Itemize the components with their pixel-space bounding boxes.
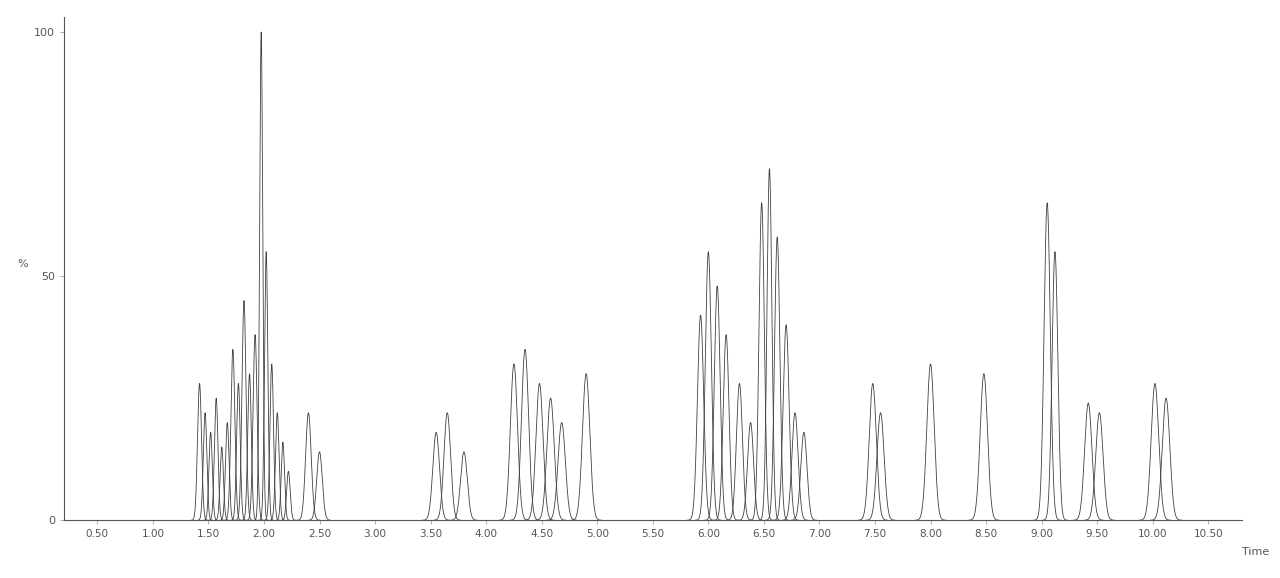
- Y-axis label: %: %: [18, 259, 28, 269]
- Text: Time: Time: [1242, 547, 1268, 557]
